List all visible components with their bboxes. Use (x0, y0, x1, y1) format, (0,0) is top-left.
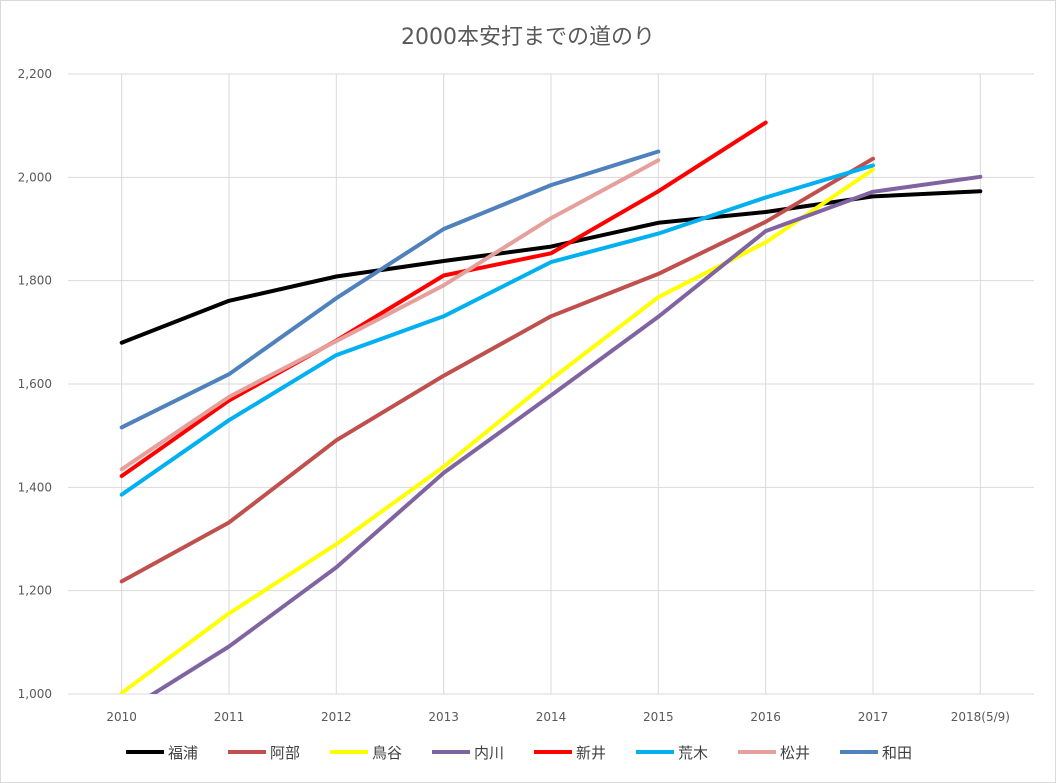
x-tick-label: 2015 (643, 710, 674, 724)
y-tick-label: 1,400 (18, 480, 52, 494)
legend-label: 鳥谷 (372, 744, 402, 762)
x-tick-label: 2017 (858, 710, 889, 724)
legend-label: 新井 (576, 744, 606, 762)
legend-label: 内川 (474, 744, 504, 762)
gridlines (68, 73, 1034, 695)
y-tick-label: 2,200 (18, 67, 52, 81)
series-line-和田 (119, 149, 661, 430)
chart-title: 2000本安打までの道のり (401, 25, 655, 50)
series-line-鳥谷 (119, 167, 875, 694)
y-tick-label: 1,000 (18, 687, 52, 701)
legend-label: 松井 (780, 744, 810, 762)
x-tick-label: 2010 (106, 710, 137, 724)
y-tick-label: 1,600 (18, 377, 52, 391)
x-axis-ticks: 2010 2011 2012 2013 2014 2015 2016 2017 2018(5/9… (106, 710, 1010, 724)
legend: 福浦 阿部 鳥谷 内川 新井 荒木 松井 和田 (126, 744, 912, 762)
y-tick-label: 2,000 (18, 170, 52, 184)
legend-label: 阿部 (270, 744, 300, 762)
series-line-新井 (119, 120, 768, 478)
x-tick-label: 2018(5/9) (951, 710, 1010, 724)
series-line-荒木 (119, 163, 875, 497)
x-tick-label: 2013 (428, 710, 459, 724)
legend-label: 荒木 (678, 744, 708, 762)
series-line-福浦 (119, 189, 983, 345)
y-axis-ticks: 1,000 1,200 1,400 1,600 1,800 2,000 2,200 (18, 67, 52, 701)
legend-label: 福浦 (168, 744, 198, 762)
series-lines (119, 120, 983, 694)
y-tick-label: 1,800 (18, 274, 52, 288)
series-line-松井 (119, 158, 661, 472)
x-tick-label: 2014 (536, 710, 567, 724)
x-tick-label: 2012 (321, 710, 352, 724)
x-tick-label: 2011 (214, 710, 245, 724)
legend-label: 和田 (882, 744, 912, 762)
y-tick-label: 1,200 (18, 584, 52, 598)
series-line-内川 (149, 174, 983, 694)
x-tick-label: 2016 (750, 710, 781, 724)
series-line-阿部 (119, 156, 875, 584)
